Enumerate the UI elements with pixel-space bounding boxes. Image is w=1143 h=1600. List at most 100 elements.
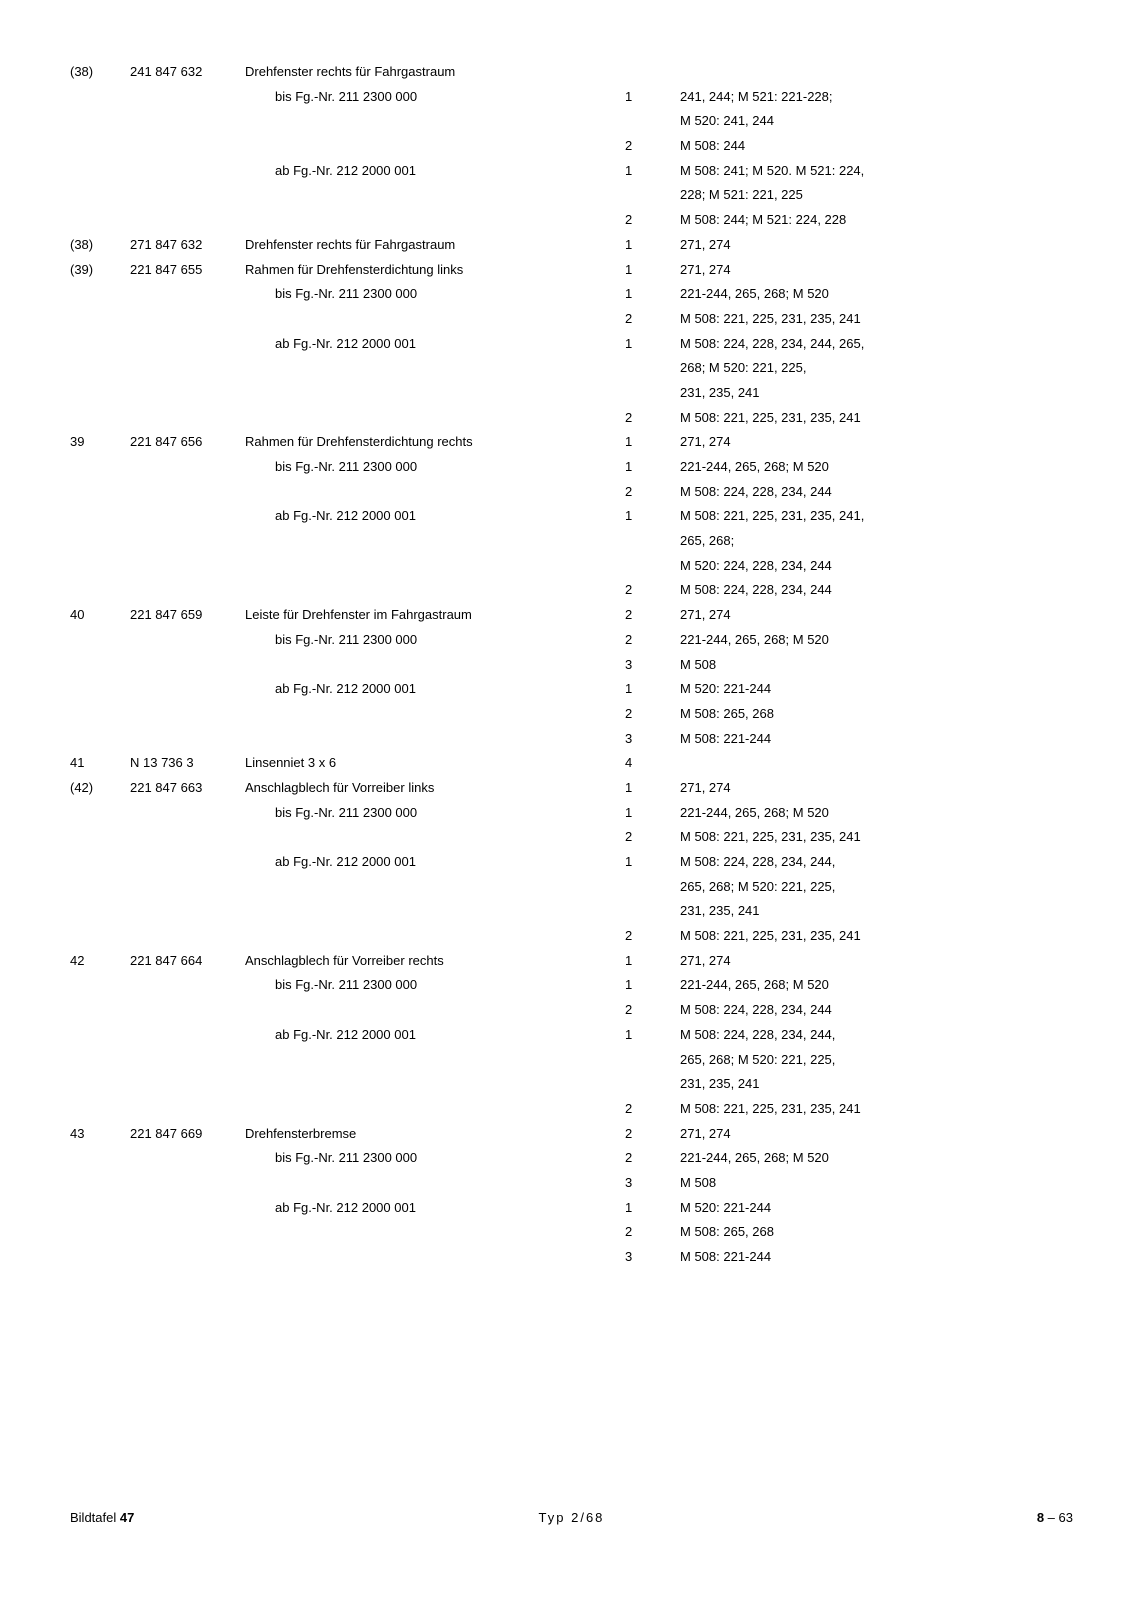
parts-table: (38)241 847 632Drehfenster rechts für Fa… xyxy=(70,60,1073,1460)
quantity: 2 xyxy=(625,1122,660,1147)
table-row: 2M 508: 221, 225, 231, 235, 241 xyxy=(70,924,1073,949)
description: Drehfenster rechts für Fahrgastraum xyxy=(245,233,625,258)
quantity: 4 xyxy=(625,751,660,776)
notes: M 508: 244; M 521: 224, 228 xyxy=(660,208,1073,233)
notes: M 508: 221, 225, 231, 235, 241 xyxy=(660,825,1073,850)
quantity: 1 xyxy=(625,776,660,801)
table-row: bis Fg.-Nr. 211 2300 0002221-244, 265, 2… xyxy=(70,628,1073,653)
table-row: ab Fg.-Nr. 212 2000 0011M 508: 241; M 52… xyxy=(70,159,1073,184)
notes: M 508: 224, 228, 234, 244, 265, xyxy=(660,332,1073,357)
table-row: ab Fg.-Nr. 212 2000 0011M 520: 221-244 xyxy=(70,677,1073,702)
notes: 265, 268; M 520: 221, 225, xyxy=(660,875,1073,900)
table-row: 2M 508: 265, 268 xyxy=(70,702,1073,727)
table-row: 41N 13 736 3Linsenniet 3 x 64 xyxy=(70,751,1073,776)
table-row: 43221 847 669Drehfensterbremse2271, 274 xyxy=(70,1122,1073,1147)
table-row: 231, 235, 241 xyxy=(70,381,1073,406)
quantity: 3 xyxy=(625,727,660,752)
notes: M 508: 221, 225, 231, 235, 241 xyxy=(660,307,1073,332)
description: ab Fg.-Nr. 212 2000 001 xyxy=(245,159,625,184)
table-row: 3M 508 xyxy=(70,1171,1073,1196)
description: Anschlagblech für Vorreiber rechts xyxy=(245,949,625,974)
table-row: bis Fg.-Nr. 211 2300 0001221-244, 265, 2… xyxy=(70,282,1073,307)
part-number: 221 847 659 xyxy=(130,603,245,628)
notes: 271, 274 xyxy=(660,603,1073,628)
part-number: 221 847 656 xyxy=(130,430,245,455)
notes: 241, 244; M 521: 221-228; xyxy=(660,85,1073,110)
quantity: 1 xyxy=(625,801,660,826)
description: ab Fg.-Nr. 212 2000 001 xyxy=(245,504,625,529)
quantity: 1 xyxy=(625,430,660,455)
notes: M 508 xyxy=(660,653,1073,678)
quantity: 2 xyxy=(625,134,660,159)
quantity: 1 xyxy=(625,949,660,974)
part-number: 221 847 655 xyxy=(130,258,245,283)
description: Rahmen für Drehfensterdichtung rechts xyxy=(245,430,625,455)
notes: 221-244, 265, 268; M 520 xyxy=(660,628,1073,653)
description: bis Fg.-Nr. 211 2300 000 xyxy=(245,282,625,307)
table-row: 2M 508: 224, 228, 234, 244 xyxy=(70,578,1073,603)
table-row: 40221 847 659Leiste für Drehfenster im F… xyxy=(70,603,1073,628)
quantity: 2 xyxy=(625,1146,660,1171)
description: ab Fg.-Nr. 212 2000 001 xyxy=(245,332,625,357)
quantity: 2 xyxy=(625,825,660,850)
position-number: 43 xyxy=(70,1122,130,1147)
table-row: 2M 508: 265, 268 xyxy=(70,1220,1073,1245)
table-row: ab Fg.-Nr. 212 2000 0011M 508: 221, 225,… xyxy=(70,504,1073,529)
description: bis Fg.-Nr. 211 2300 000 xyxy=(245,85,625,110)
quantity: 3 xyxy=(625,1245,660,1270)
quantity: 2 xyxy=(625,924,660,949)
description: ab Fg.-Nr. 212 2000 001 xyxy=(245,677,625,702)
table-row: 2M 508: 244 xyxy=(70,134,1073,159)
table-row: 265, 268; xyxy=(70,529,1073,554)
notes: 271, 274 xyxy=(660,1122,1073,1147)
table-row: M 520: 224, 228, 234, 244 xyxy=(70,554,1073,579)
notes: 221-244, 265, 268; M 520 xyxy=(660,455,1073,480)
notes: 268; M 520: 221, 225, xyxy=(660,356,1073,381)
notes: 231, 235, 241 xyxy=(660,381,1073,406)
notes: 221-244, 265, 268; M 520 xyxy=(660,801,1073,826)
position-number: (38) xyxy=(70,233,130,258)
notes: M 508: 221-244 xyxy=(660,1245,1073,1270)
table-row: 268; M 520: 221, 225, xyxy=(70,356,1073,381)
description: bis Fg.-Nr. 211 2300 000 xyxy=(245,455,625,480)
notes: M 508: 224, 228, 234, 244, xyxy=(660,850,1073,875)
footer-left: Bildtafel 47 xyxy=(70,1510,401,1525)
description: ab Fg.-Nr. 212 2000 001 xyxy=(245,850,625,875)
table-row: 2M 508: 221, 225, 231, 235, 241 xyxy=(70,825,1073,850)
position-number: 40 xyxy=(70,603,130,628)
notes: M 520: 221-244 xyxy=(660,677,1073,702)
table-row: 3M 508: 221-244 xyxy=(70,1245,1073,1270)
notes: 221-244, 265, 268; M 520 xyxy=(660,1146,1073,1171)
part-number: 221 847 669 xyxy=(130,1122,245,1147)
position-number: 41 xyxy=(70,751,130,776)
quantity: 2 xyxy=(625,307,660,332)
notes: M 508 xyxy=(660,1171,1073,1196)
position-number: 39 xyxy=(70,430,130,455)
footer-page-major: 8 xyxy=(1037,1510,1044,1525)
footer-page-minor: – 63 xyxy=(1044,1510,1073,1525)
description: Drehfenster rechts für Fahrgastraum xyxy=(245,60,625,85)
description: ab Fg.-Nr. 212 2000 001 xyxy=(245,1196,625,1221)
quantity: 2 xyxy=(625,406,660,431)
notes: 231, 235, 241 xyxy=(660,1072,1073,1097)
description: Linsenniet 3 x 6 xyxy=(245,751,625,776)
notes: M 508: 224, 228, 234, 244 xyxy=(660,998,1073,1023)
table-row: 265, 268; M 520: 221, 225, xyxy=(70,1048,1073,1073)
notes: 228; M 521: 221, 225 xyxy=(660,183,1073,208)
notes: M 508: 221, 225, 231, 235, 241, xyxy=(660,504,1073,529)
table-row: 3M 508 xyxy=(70,653,1073,678)
table-row: 2M 508: 221, 225, 231, 235, 241 xyxy=(70,307,1073,332)
table-row: bis Fg.-Nr. 211 2300 0001221-244, 265, 2… xyxy=(70,455,1073,480)
notes: M 508: 224, 228, 234, 244 xyxy=(660,480,1073,505)
notes: 265, 268; M 520: 221, 225, xyxy=(660,1048,1073,1073)
description: Drehfensterbremse xyxy=(245,1122,625,1147)
quantity: 1 xyxy=(625,258,660,283)
description: ab Fg.-Nr. 212 2000 001 xyxy=(245,1023,625,1048)
description: bis Fg.-Nr. 211 2300 000 xyxy=(245,628,625,653)
quantity: 3 xyxy=(625,653,660,678)
part-number: 271 847 632 xyxy=(130,233,245,258)
quantity: 1 xyxy=(625,1196,660,1221)
table-row: 2M 508: 224, 228, 234, 244 xyxy=(70,998,1073,1023)
table-row: (42)221 847 663Anschlagblech für Vorreib… xyxy=(70,776,1073,801)
part-number: 241 847 632 xyxy=(130,60,245,85)
